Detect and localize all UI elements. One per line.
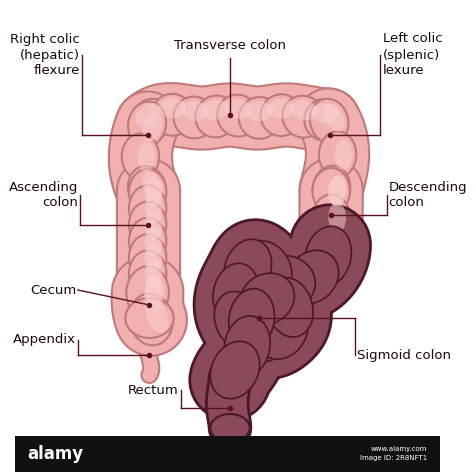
- Ellipse shape: [145, 275, 163, 305]
- Ellipse shape: [142, 171, 163, 200]
- Ellipse shape: [224, 316, 270, 377]
- Ellipse shape: [146, 300, 168, 333]
- Ellipse shape: [129, 251, 166, 297]
- Ellipse shape: [173, 97, 215, 138]
- Ellipse shape: [128, 166, 166, 211]
- Ellipse shape: [210, 341, 260, 399]
- Bar: [15, 436, 439, 472]
- Ellipse shape: [152, 94, 193, 135]
- Ellipse shape: [143, 112, 163, 142]
- Ellipse shape: [310, 99, 348, 144]
- Ellipse shape: [213, 263, 259, 324]
- Ellipse shape: [181, 101, 209, 121]
- Ellipse shape: [324, 104, 345, 132]
- Ellipse shape: [240, 273, 294, 325]
- Ellipse shape: [319, 131, 356, 177]
- Ellipse shape: [313, 166, 350, 211]
- Ellipse shape: [290, 100, 318, 120]
- Ellipse shape: [144, 276, 164, 311]
- Ellipse shape: [145, 226, 163, 256]
- Ellipse shape: [128, 101, 166, 147]
- Ellipse shape: [267, 99, 295, 118]
- Ellipse shape: [246, 101, 273, 121]
- Ellipse shape: [129, 218, 166, 264]
- Text: Image ID: 2R8NFT1: Image ID: 2R8NFT1: [360, 455, 427, 461]
- Ellipse shape: [312, 168, 350, 214]
- Ellipse shape: [210, 414, 250, 442]
- Ellipse shape: [159, 98, 186, 118]
- Ellipse shape: [328, 229, 345, 260]
- Text: Rectum: Rectum: [128, 383, 179, 396]
- Text: Left colic
(splenic)
lexure: Left colic (splenic) lexure: [383, 33, 443, 77]
- Ellipse shape: [328, 176, 346, 207]
- Ellipse shape: [228, 288, 274, 350]
- Ellipse shape: [225, 99, 252, 119]
- Text: alamy: alamy: [27, 445, 84, 463]
- Ellipse shape: [217, 95, 258, 136]
- Ellipse shape: [311, 103, 339, 123]
- Ellipse shape: [125, 298, 173, 338]
- Ellipse shape: [232, 310, 286, 362]
- Text: Ascending
colon: Ascending colon: [9, 180, 78, 210]
- Ellipse shape: [145, 242, 163, 273]
- Ellipse shape: [127, 266, 169, 319]
- Ellipse shape: [145, 258, 163, 289]
- Text: Transverse colon: Transverse colon: [174, 39, 286, 52]
- Text: Right colic
(hepatic)
flexure: Right colic (hepatic) flexure: [10, 33, 80, 77]
- Ellipse shape: [312, 194, 350, 241]
- Ellipse shape: [122, 134, 159, 180]
- Ellipse shape: [129, 234, 166, 280]
- Ellipse shape: [328, 202, 346, 233]
- Ellipse shape: [201, 100, 229, 120]
- Ellipse shape: [266, 278, 313, 337]
- Ellipse shape: [256, 304, 308, 359]
- Ellipse shape: [145, 193, 163, 224]
- Ellipse shape: [129, 294, 173, 346]
- Ellipse shape: [145, 177, 163, 207]
- Text: Cecum: Cecum: [30, 284, 76, 296]
- Ellipse shape: [224, 239, 272, 298]
- Ellipse shape: [129, 185, 166, 231]
- Ellipse shape: [129, 169, 166, 215]
- Text: Appendix: Appendix: [13, 334, 76, 346]
- Ellipse shape: [239, 97, 280, 139]
- Ellipse shape: [214, 291, 263, 350]
- Ellipse shape: [261, 94, 302, 136]
- Ellipse shape: [283, 96, 324, 138]
- Ellipse shape: [129, 267, 166, 313]
- Ellipse shape: [131, 99, 171, 142]
- Ellipse shape: [129, 202, 166, 248]
- Ellipse shape: [328, 175, 346, 205]
- Ellipse shape: [137, 141, 155, 172]
- Ellipse shape: [136, 103, 161, 126]
- Text: Sigmoid colon: Sigmoid colon: [357, 348, 451, 362]
- Ellipse shape: [145, 209, 163, 240]
- Text: www.alamy.com: www.alamy.com: [371, 446, 427, 452]
- Ellipse shape: [261, 256, 315, 307]
- Ellipse shape: [286, 250, 338, 303]
- Ellipse shape: [195, 95, 237, 137]
- Ellipse shape: [335, 139, 352, 170]
- Text: Descending
colon: Descending colon: [389, 180, 467, 210]
- Ellipse shape: [312, 221, 349, 267]
- Ellipse shape: [304, 99, 346, 141]
- Ellipse shape: [305, 226, 351, 287]
- Ellipse shape: [241, 241, 292, 296]
